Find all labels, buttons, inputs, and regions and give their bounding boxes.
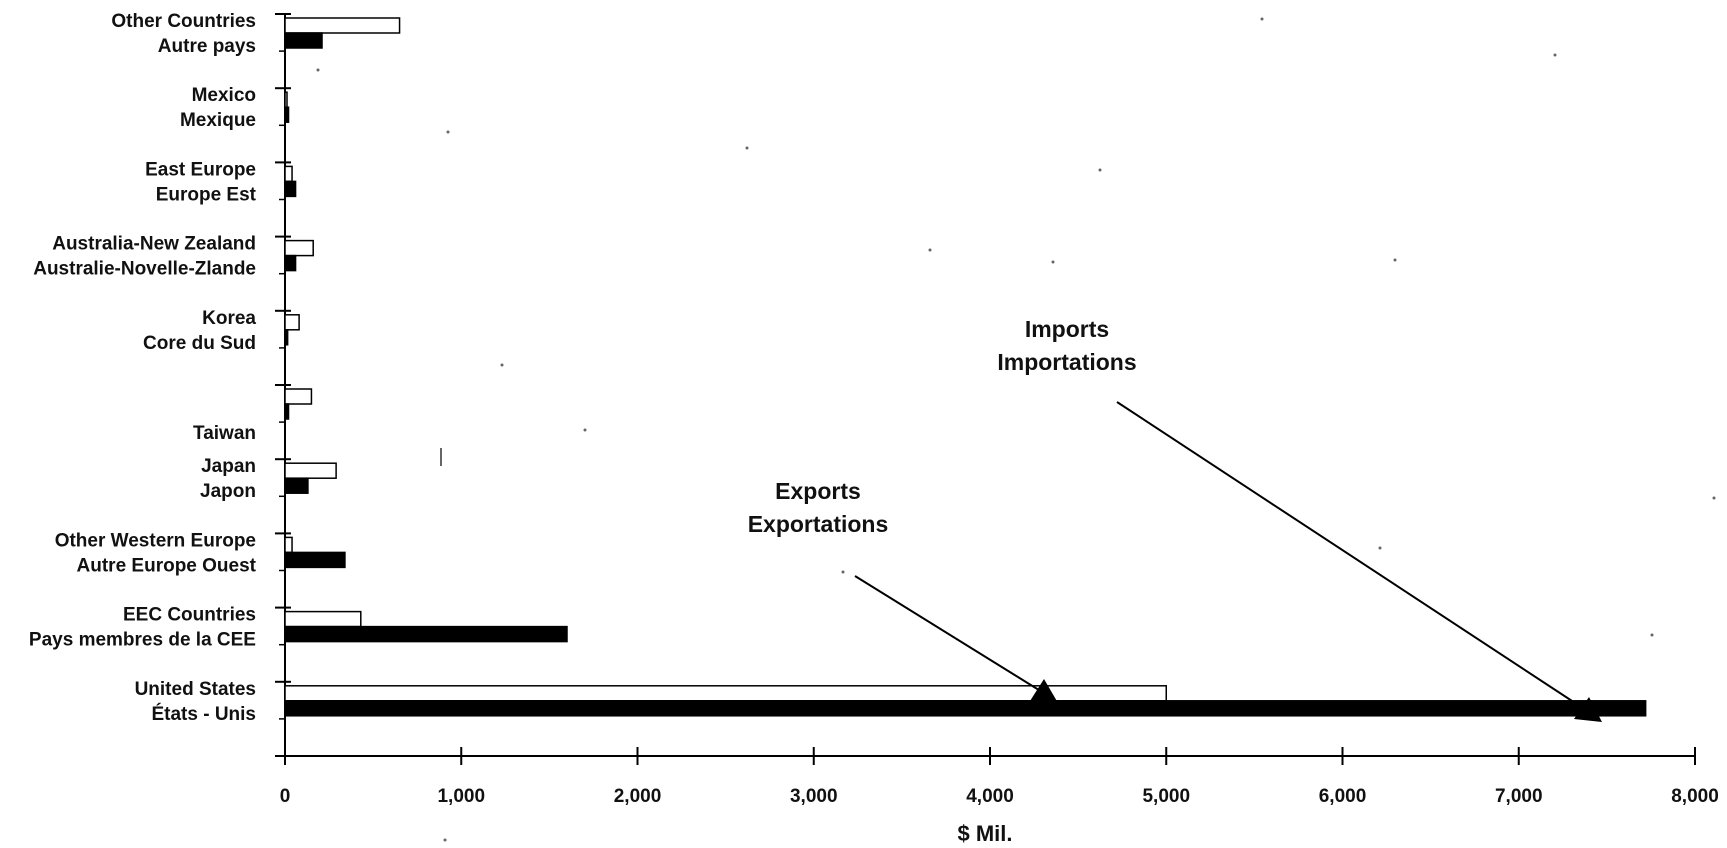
category-label-fr: Core du Sud <box>143 333 256 354</box>
exports-bar <box>284 610 362 628</box>
category-label-en: East Europe <box>145 159 256 180</box>
category-label-en: Other Western Europe <box>55 530 256 551</box>
category-label-fr: États - Unis <box>151 703 256 725</box>
x-tick-label: 3,000 <box>790 786 838 807</box>
category-labels: United States États - Unis EEC Countries Pa… <box>29 11 257 725</box>
annotation-exports-line1: Exports <box>775 478 861 504</box>
category-label-fr: Autre Europe Ouest <box>77 555 257 576</box>
exports-bar <box>284 91 288 108</box>
x-tick-label: 4,000 <box>966 786 1014 807</box>
annotation-imports-arrow <box>1116 401 1599 719</box>
category-label-en: Korea <box>202 308 256 329</box>
category-label-en: Other Countries <box>111 11 256 32</box>
imports-bar <box>284 32 323 49</box>
category-label-en: Taiwan <box>193 423 256 444</box>
imports-bar <box>284 700 1647 717</box>
exports-bar <box>284 314 300 331</box>
annotation-exports: Exports Exportations <box>748 478 1058 703</box>
annotation-imports-arrowhead <box>1574 697 1602 722</box>
x-axis-title: $ Mil. <box>957 821 1012 846</box>
x-axis: 0 1,000 2,000 3,000 4,000 5,000 6,000 7,000 8,00… <box>280 747 1719 807</box>
y-axis <box>275 13 291 757</box>
annotation-exports-arrow <box>854 575 1056 701</box>
x-tick-label: 8,000 <box>1671 786 1719 807</box>
category-label-en: Australia-New Zealand <box>52 234 256 255</box>
x-tick-label: 5,000 <box>1142 786 1190 807</box>
annotation-imports-line2: Importations <box>997 349 1136 375</box>
x-tick-label: 7,000 <box>1495 786 1543 807</box>
category-label-fr: Pays membres de la CEE <box>29 630 256 651</box>
exports-bar <box>284 17 401 34</box>
imports-bar <box>284 625 568 643</box>
imports-bar <box>284 329 289 346</box>
scan-specks <box>316 17 1716 842</box>
category-label-en: Mexico <box>192 85 256 106</box>
annotation-imports: Imports Importations <box>997 316 1602 722</box>
x-tick-label: 2,000 <box>614 786 662 807</box>
x-tick-label: 6,000 <box>1319 786 1367 807</box>
imports-bar <box>284 180 297 198</box>
bars <box>284 17 1647 717</box>
category-label-fr: Mexique <box>180 110 256 131</box>
x-tick-label: 1,000 <box>437 786 485 807</box>
annotation-imports-line1: Imports <box>1025 316 1109 342</box>
exports-bar <box>284 165 293 183</box>
imports-bar <box>284 254 297 272</box>
exports-bar <box>284 239 314 257</box>
category-label-fr: Japon <box>200 481 256 502</box>
imports-bar <box>284 403 290 420</box>
imports-bar <box>284 106 290 123</box>
x-tick-label: 0 <box>280 786 291 807</box>
annotation-exports-arrowhead <box>1030 679 1058 703</box>
category-label-fr: Australie-Novelle-Zlande <box>33 259 256 280</box>
exports-bar <box>284 536 293 554</box>
imports-bar <box>284 477 309 494</box>
category-label-en: EEC Countries <box>123 605 256 626</box>
category-label-en: United States <box>135 679 256 700</box>
exports-bar <box>284 462 337 479</box>
exports-bar <box>284 388 313 405</box>
category-label-fr: Europe Est <box>156 184 257 205</box>
category-label-fr: Autre pays <box>158 36 256 57</box>
annotation-exports-line2: Exportations <box>748 511 889 537</box>
imports-bar <box>284 551 346 569</box>
category-label-en: Japan <box>201 456 256 477</box>
